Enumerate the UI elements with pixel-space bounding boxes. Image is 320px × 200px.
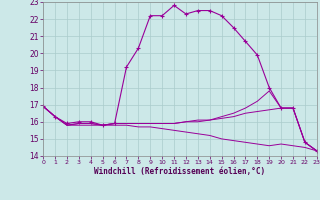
X-axis label: Windchill (Refroidissement éolien,°C): Windchill (Refroidissement éolien,°C) xyxy=(94,167,266,176)
